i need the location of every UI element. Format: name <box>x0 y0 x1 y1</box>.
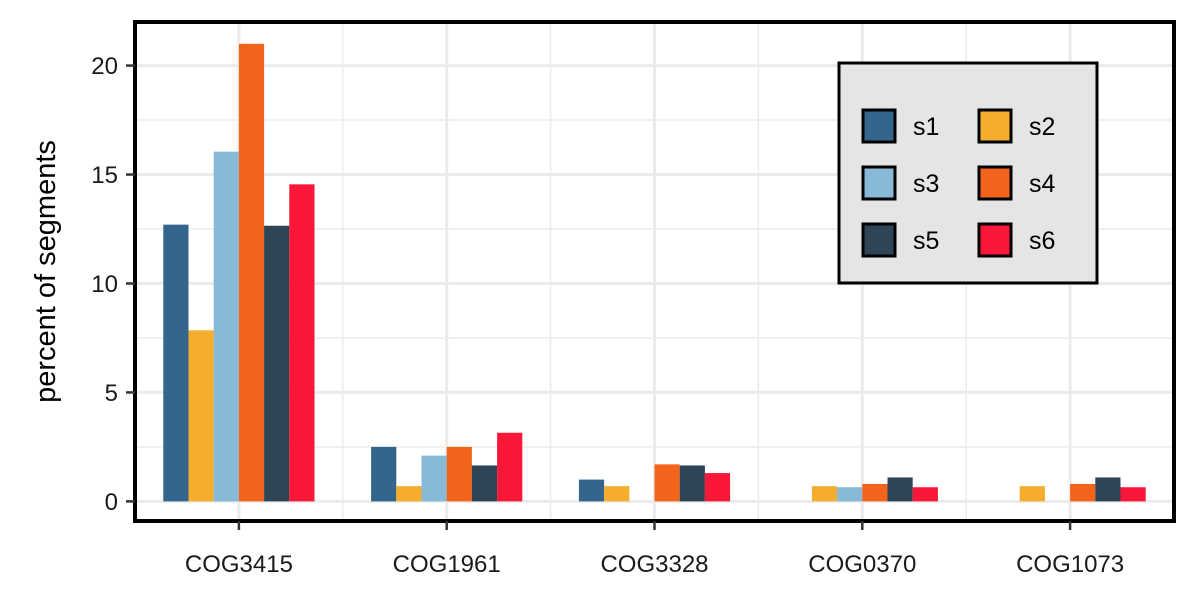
x-tick-label: COG1961 <box>393 551 501 578</box>
y-tick-label: 20 <box>91 53 118 80</box>
legend-label-s6: s6 <box>1029 227 1055 255</box>
bar-s2-cog3328 <box>604 486 630 502</box>
legend: s1 s2 s3 s4 s5 s6 <box>837 61 1099 285</box>
legend-label-s4: s4 <box>1029 170 1056 198</box>
y-axis-label: percent of segments <box>30 140 62 403</box>
bar-s2-cog1961 <box>396 486 422 502</box>
bar-s3-cog0370 <box>837 487 863 502</box>
bar-s6-cog0370 <box>912 487 938 502</box>
bar-s4-cog1073 <box>1070 483 1096 502</box>
x-axis: COG3415 COG1961 COG3328 COG0370 COG1073 <box>185 521 1124 578</box>
bar-s4-cog0370 <box>862 483 888 502</box>
bar-s1-cog1961 <box>371 446 397 502</box>
legend-key-s2 <box>977 108 1013 144</box>
y-tick-label: 15 <box>91 162 118 189</box>
bar-s3-cog1961 <box>421 455 447 502</box>
legend-key-s5 <box>861 222 897 258</box>
bar-s6-cog1961 <box>497 432 523 502</box>
legend-key-s1 <box>861 108 897 144</box>
bar-s5-cog0370 <box>887 477 913 502</box>
bar-s2-cog3415 <box>188 330 214 502</box>
x-tick-label: COG3415 <box>185 551 293 578</box>
bar-s4-cog1961 <box>446 446 472 502</box>
bar-s5-cog1961 <box>471 465 498 502</box>
legend-key-s4 <box>977 165 1013 201</box>
bar-s1-cog3415 <box>163 224 189 502</box>
x-tick-label: COG3328 <box>600 551 708 578</box>
x-tick-label: COG0370 <box>808 551 916 578</box>
legend-key-s6 <box>977 222 1013 258</box>
legend-label-s5: s5 <box>913 227 939 255</box>
legend-label-s3: s3 <box>913 170 939 198</box>
legend-label-s2: s2 <box>1029 113 1055 141</box>
bar-s6-cog3328 <box>704 473 731 502</box>
legend-label-s1: s1 <box>913 113 939 141</box>
bar-s5-cog3415 <box>264 225 290 502</box>
bars <box>163 43 1146 502</box>
bar-s6-cog1073 <box>1120 487 1146 502</box>
bar-s1-cog3328 <box>578 479 605 502</box>
bar-s6-cog3415 <box>289 184 315 502</box>
bar-s4-cog3415 <box>238 43 265 502</box>
x-tick-label: COG1073 <box>1016 551 1124 578</box>
bar-s2-cog1073 <box>1019 486 1045 502</box>
y-tick-label: 5 <box>105 380 118 407</box>
y-axis: 0 5 10 15 20 <box>91 53 135 516</box>
y-tick-label: 0 <box>105 489 118 516</box>
bar-s4-cog3328 <box>654 464 680 502</box>
bar-s2-cog0370 <box>811 486 838 502</box>
bar-s5-cog1073 <box>1095 477 1121 502</box>
y-tick-label: 10 <box>91 271 118 298</box>
bar-s3-cog3415 <box>213 151 239 502</box>
legend-key-s3 <box>861 165 897 201</box>
bar-s5-cog3328 <box>679 465 705 502</box>
